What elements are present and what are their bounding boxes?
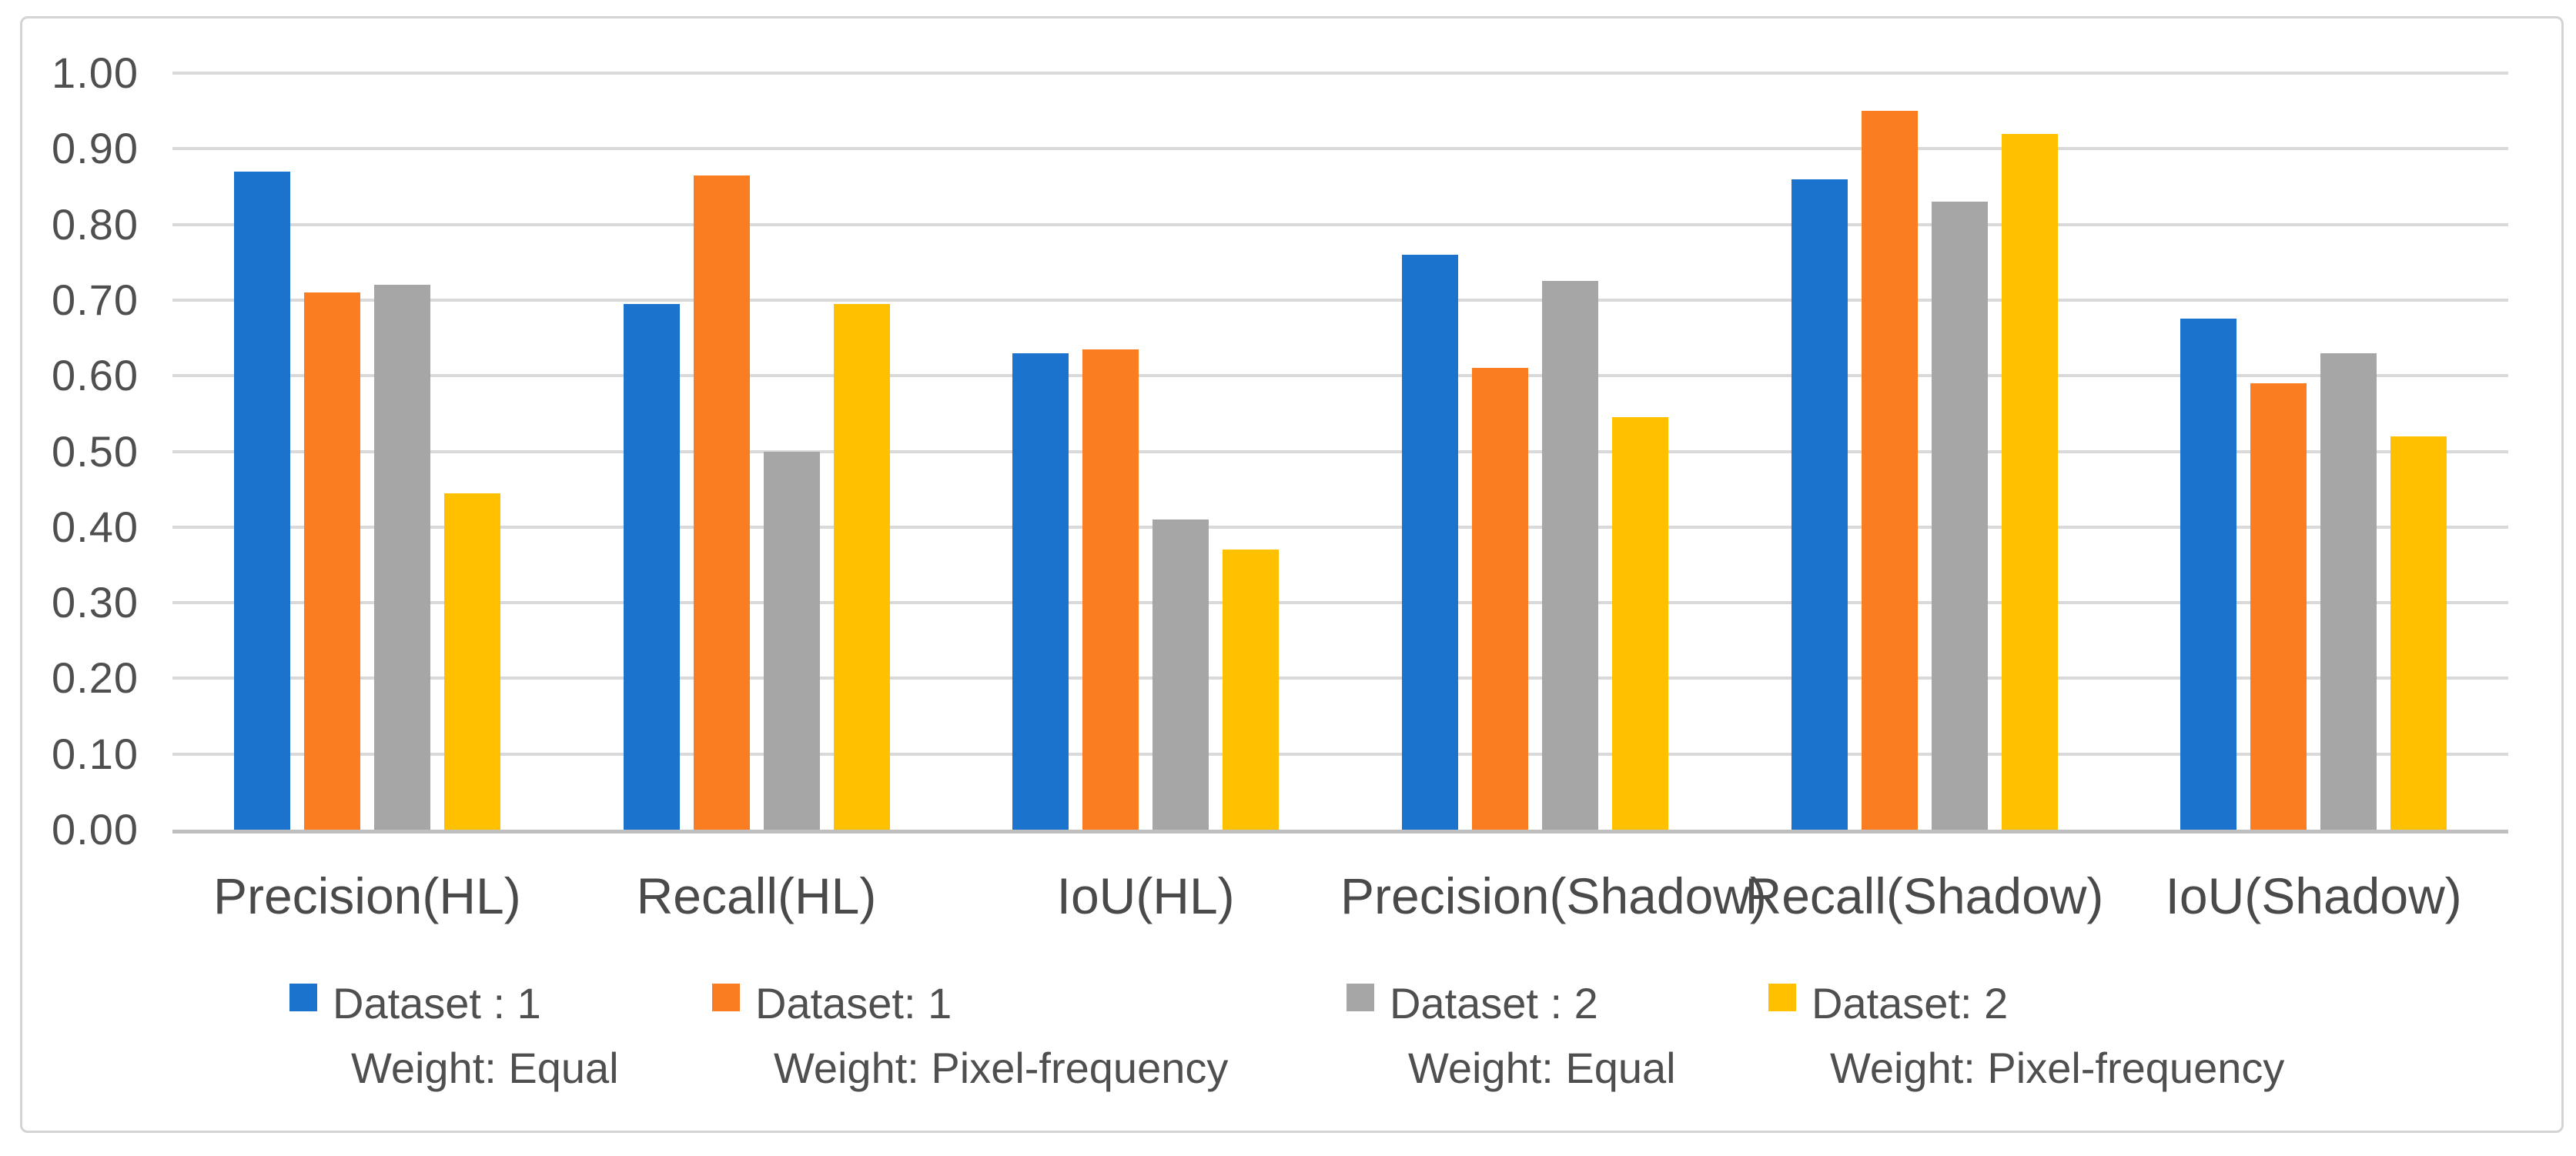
legend-entry-4: Dataset: 2 Weight: Pixel-frequency [1768, 971, 2284, 1101]
x-axis-label-Recall(HL): Recall(HL) [636, 867, 877, 924]
bar-Recall(HL)-series-4 [833, 303, 890, 830]
y-axis-tick-label: 0.20 [52, 653, 139, 703]
bar-Recall(Shadow)-series-1 [1791, 179, 1848, 830]
bar-Recall(Shadow)-series-3 [1931, 202, 1988, 830]
horizontal-gridline [172, 72, 2508, 75]
bar-IoU(HL)-series-1 [1012, 352, 1069, 830]
legend-label-dataset: Dataset: 2 [1812, 979, 2009, 1027]
legend-swatch-icon [712, 984, 740, 1011]
horizontal-gridline [172, 601, 2508, 605]
bar-Recall(Shadow)-series-2 [1861, 111, 1918, 830]
legend-label-weight: Weight: Equal [1408, 1044, 1676, 1092]
horizontal-gridline [172, 298, 2508, 302]
bar-Precision(HL)-series-1 [233, 171, 290, 830]
bar-Precision(Shadow)-series-4 [1611, 417, 1668, 830]
bar-IoU(HL)-series-2 [1082, 349, 1139, 830]
legend-swatch-icon [289, 984, 317, 1011]
legend-label-weight: Weight: Pixel-frequency [774, 1044, 1229, 1092]
y-axis-tick-label: 0.30 [52, 578, 139, 627]
legend-entry-3: Dataset : 2 Weight: Equal [1347, 971, 1676, 1101]
horizontal-gridline [172, 677, 2508, 680]
bar-IoU(Shadow)-series-1 [2180, 319, 2237, 830]
horizontal-gridline [172, 752, 2508, 756]
legend-entry-2: Dataset: 1 Weight: Pixel-frequency [712, 971, 1228, 1101]
bar-Precision(HL)-series-3 [373, 285, 430, 830]
y-axis-tick-label: 0.50 [52, 426, 139, 476]
x-axis-label-Precision(HL): Precision(HL) [212, 867, 521, 924]
y-axis-tick-label: 0.10 [52, 729, 139, 778]
bar-IoU(Shadow)-series-2 [2250, 383, 2307, 830]
y-axis-tick-label: 0.80 [52, 199, 139, 249]
x-axis-label-Recall(Shadow): Recall(Shadow) [1745, 867, 2104, 924]
figure-border [20, 16, 2564, 1133]
x-axis-label-IoU(Shadow): IoU(Shadow) [2165, 867, 2462, 924]
legend-label: Dataset : 1 Weight: Equal [333, 971, 619, 1101]
chart-legend: Dataset : 1 Weight: Equal Dataset: 1 Weight… [0, 971, 2576, 1110]
y-axis-tick-label: 0.60 [52, 351, 139, 400]
legend-label: Dataset: 2 Weight: Pixel-frequency [1812, 971, 2284, 1101]
horizontal-gridline [172, 374, 2508, 378]
legend-label: Dataset: 1 Weight: Pixel-frequency [755, 971, 1228, 1101]
bar-Precision(Shadow)-series-2 [1471, 368, 1528, 830]
x-axis-label-Precision(Shadow): Precision(Shadow) [1340, 867, 1767, 924]
x-axis-line [172, 830, 2508, 834]
bar-Recall(HL)-series-1 [623, 303, 680, 830]
bar-Precision(HL)-series-4 [443, 493, 500, 830]
legend-label-dataset: Dataset: 1 [755, 979, 952, 1027]
x-axis-label-IoU(HL): IoU(HL) [1056, 867, 1235, 924]
horizontal-gridline [172, 147, 2508, 151]
bar-IoU(HL)-series-4 [1223, 550, 1280, 830]
plot-area [172, 72, 2508, 834]
bar-Recall(HL)-series-3 [763, 451, 820, 830]
horizontal-gridline [172, 449, 2508, 453]
horizontal-gridline [172, 525, 2508, 529]
y-axis-tick-label: 1.00 [52, 48, 139, 97]
legend-label: Dataset : 2 Weight: Equal [1390, 971, 1676, 1101]
bar-Recall(HL)-series-2 [693, 175, 750, 830]
bar-IoU(Shadow)-series-3 [2320, 352, 2377, 830]
bar-IoU(HL)-series-3 [1153, 519, 1209, 830]
legend-entry-1: Dataset : 1 Weight: Equal [289, 971, 619, 1101]
bar-Precision(HL)-series-2 [303, 292, 360, 830]
y-axis-tick-label: 0.00 [52, 805, 139, 854]
legend-swatch-icon [1347, 984, 1374, 1011]
y-axis-tick-label: 0.70 [52, 275, 139, 324]
horizontal-gridline [172, 222, 2508, 226]
legend-swatch-icon [1768, 984, 1796, 1011]
y-axis-tick-label: 0.40 [52, 502, 139, 551]
bar-Precision(Shadow)-series-1 [1401, 254, 1458, 830]
y-axis-tick-label: 0.90 [52, 124, 139, 173]
legend-label-dataset: Dataset : 1 [333, 979, 541, 1027]
legend-label-weight: Weight: Equal [351, 1044, 619, 1092]
legend-label-dataset: Dataset : 2 [1390, 979, 1598, 1027]
legend-label-weight: Weight: Pixel-frequency [1830, 1044, 2285, 1092]
bar-Precision(Shadow)-series-3 [1541, 281, 1598, 830]
bar-IoU(Shadow)-series-4 [2390, 436, 2447, 830]
bar-Recall(Shadow)-series-4 [2001, 133, 2058, 830]
